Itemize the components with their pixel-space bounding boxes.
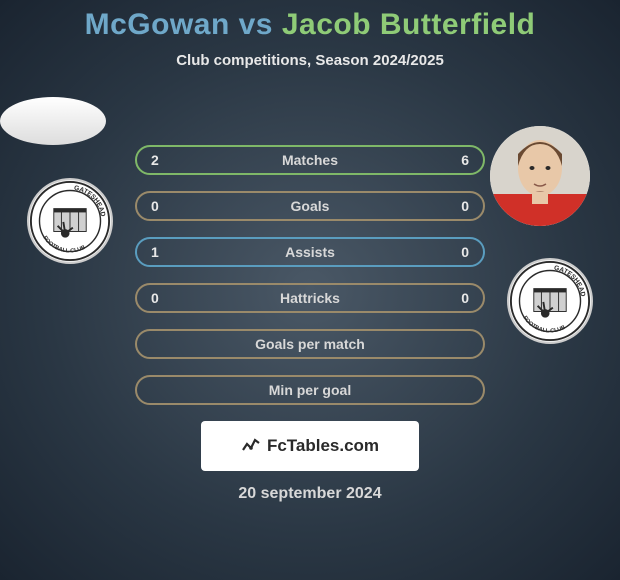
- stat-label: Min per goal: [269, 382, 351, 398]
- stat-row-assists: 1 Assists 0: [135, 237, 485, 267]
- player1-club-badge: GATESHEAD FOOTBALL CLUB: [27, 178, 113, 264]
- player2-club-badge: GATESHEAD FOOTBALL CLUB: [507, 258, 593, 344]
- stat-left-value: 0: [151, 290, 159, 306]
- title-player2: Jacob Butterfield: [282, 8, 536, 41]
- stat-left-value: 2: [151, 152, 159, 168]
- stat-label: Matches: [282, 152, 338, 168]
- stat-label: Assists: [285, 244, 335, 260]
- player1-photo: [0, 97, 106, 145]
- stat-left-value: 1: [151, 244, 159, 260]
- stat-right-value: 0: [461, 244, 469, 260]
- comparison-title: McGowan vs Jacob Butterfield: [0, 8, 620, 42]
- stat-right-value: 0: [461, 290, 469, 306]
- stat-label: Hattricks: [280, 290, 340, 306]
- stat-row-hattricks: 0 Hattricks 0: [135, 283, 485, 313]
- stat-row-min-per-goal: Min per goal: [135, 375, 485, 405]
- player2-photo: [490, 126, 590, 226]
- snapshot-date: 20 september 2024: [0, 485, 620, 503]
- stat-right-value: 0: [461, 198, 469, 214]
- stat-row-goals-per-match: Goals per match: [135, 329, 485, 359]
- title-player1: McGowan: [85, 8, 230, 41]
- stat-label: Goals: [291, 198, 330, 214]
- brand-icon: [241, 434, 261, 459]
- stat-row-matches: 2 Matches 6: [135, 145, 485, 175]
- subtitle: Club competitions, Season 2024/2025: [0, 52, 620, 69]
- stat-left-value: 0: [151, 198, 159, 214]
- stats-list: 2 Matches 6 0 Goals 0 1 Assists 0 0 Hatt…: [135, 145, 485, 405]
- stat-row-goals: 0 Goals 0: [135, 191, 485, 221]
- stat-label: Goals per match: [255, 336, 365, 352]
- brand-text: FcTables.com: [267, 436, 379, 456]
- title-vs: vs: [239, 8, 273, 41]
- brand-link[interactable]: FcTables.com: [201, 421, 419, 471]
- stat-right-value: 6: [461, 152, 469, 168]
